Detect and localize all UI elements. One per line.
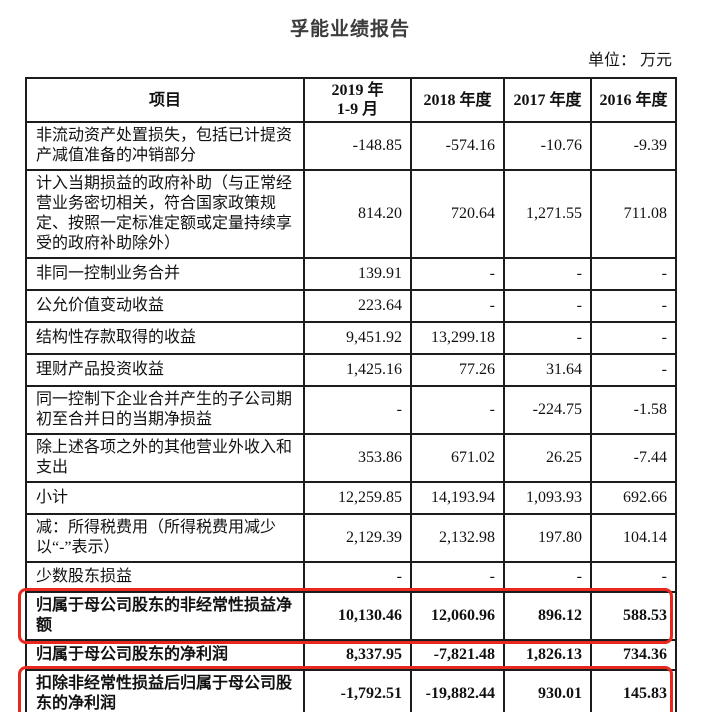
row-value: -9.39 <box>590 121 677 172</box>
row-value: 1,425.16 <box>303 353 412 388</box>
row-value: - <box>503 289 592 324</box>
table-row: 小计 12,259.85 14,193.94 1,093.93 692.66 <box>25 481 677 516</box>
row-value: 1,826.13 <box>503 639 592 672</box>
table-row: 归属于母公司股东的非经常性损益净额 10,130.46 12,060.96 896.1… <box>25 591 677 642</box>
row-value: 12,259.85 <box>303 481 412 516</box>
row-value: - <box>503 321 592 356</box>
row-value: -19,882.44 <box>410 669 505 712</box>
column-header-2018: 2018 年度 <box>410 76 505 124</box>
row-value: 13,299.18 <box>410 321 505 356</box>
row-value: 77.26 <box>410 353 505 388</box>
row-value: 10,130.46 <box>303 591 412 642</box>
row-value: 930.01 <box>503 669 592 712</box>
row-label: 非同一控制业务合并 <box>25 257 305 292</box>
row-value: 734.36 <box>590 639 677 672</box>
row-label: 计入当期损益的政府补助（与正常经营业务密切相关，符合国家政策规定、按照一定标准定… <box>25 169 305 260</box>
row-value: - <box>590 561 677 594</box>
row-label: 减：所得税费用（所得税费用减少以“-”表示） <box>25 513 305 564</box>
row-label: 结构性存款取得的收益 <box>25 321 305 356</box>
row-value: - <box>590 321 677 356</box>
row-value: 12,060.96 <box>410 591 505 642</box>
table-row: 结构性存款取得的收益 9,451.92 13,299.18- - <box>25 321 677 356</box>
row-value: - <box>590 289 677 324</box>
row-value: - <box>303 561 412 594</box>
row-label: 归属于母公司股东的净利润 <box>25 639 305 672</box>
row-label: 除上述各项之外的其他营业外收入和支出 <box>25 433 305 484</box>
column-header-item: 项目 <box>25 76 305 124</box>
row-value: -574.16 <box>410 121 505 172</box>
table-row: 少数股东损益 - - - - <box>25 561 677 594</box>
table-row: 除上述各项之外的其他营业外收入和支出 353.86 671.02 26.25 -7.44 <box>25 433 677 484</box>
column-header-2016: 2016 年度 <box>590 76 677 124</box>
row-value: -1,792.51 <box>303 669 412 712</box>
row-value: 1,271.55 <box>503 169 592 260</box>
row-value: - <box>503 257 592 292</box>
row-value: - <box>590 353 677 388</box>
row-value: 671.02 <box>410 433 505 484</box>
row-value: 223.64 <box>303 289 412 324</box>
row-value: - <box>590 257 677 292</box>
row-value: 353.86 <box>303 433 412 484</box>
row-value: 692.66 <box>590 481 677 516</box>
column-header-2019: 2019 年 1-9 月 <box>303 76 412 124</box>
row-value: -7,821.48 <box>410 639 505 672</box>
row-value: - <box>303 385 412 436</box>
row-value: - <box>503 561 592 594</box>
table-row: 同一控制下企业合并产生的子公司期初至合并日的当期净损益 - - -224.75 -1.5… <box>25 385 677 436</box>
unit-note: 单位： 万元 <box>587 52 672 69</box>
table-header: 项目 2019 年 1-9 月 2018 年度 2017 年度 2016 年度 <box>25 76 677 124</box>
row-value: 896.12 <box>503 591 592 642</box>
table-row: 归属于母公司股东的净利润 8,337.95 -7,821.48 1,826.13 734… <box>25 639 677 672</box>
row-value: 197.80 <box>503 513 592 564</box>
row-value: 711.08 <box>590 169 677 260</box>
table-row: 理财产品投资收益 1,425.16 77.26 31.64- <box>25 353 677 388</box>
row-value: 2,129.39 <box>303 513 412 564</box>
table-row: 非同一控制业务合并 139.91- - - <box>25 257 677 292</box>
row-value: 2,132.98 <box>410 513 505 564</box>
row-value: -7.44 <box>590 433 677 484</box>
row-label: 归属于母公司股东的非经常性损益净额 <box>25 591 305 642</box>
header-row: 项目 2019 年 1-9 月 2018 年度 2017 年度 2016 年度 <box>25 76 677 124</box>
page-title: 孚能业绩报告 <box>289 19 410 40</box>
table-row: 非流动资产处置损失，包括已计提资产减值准备的冲销部分 -148.85 -574.16… <box>25 121 677 172</box>
row-value: - <box>410 257 505 292</box>
table-row: 扣除非经常性损益后归属于母公司股东的净利润 -1,792.51 -19,882.44… <box>25 669 677 712</box>
row-label: 小计 <box>25 481 305 516</box>
row-label: 非流动资产处置损失，包括已计提资产减值准备的冲销部分 <box>25 121 305 172</box>
row-value: 104.14 <box>590 513 677 564</box>
row-value: -10.76 <box>503 121 592 172</box>
row-value: 814.20 <box>303 169 412 260</box>
table-row: 计入当期损益的政府补助（与正常经营业务密切相关，符合国家政策规定、按照一定标准定… <box>25 169 677 260</box>
row-label: 公允价值变动收益 <box>25 289 305 324</box>
row-value: 31.64 <box>503 353 592 388</box>
row-label: 同一控制下企业合并产生的子公司期初至合并日的当期净损益 <box>25 385 305 436</box>
row-value: -148.85 <box>303 121 412 172</box>
row-value: 14,193.94 <box>410 481 505 516</box>
financial-table: 项目 2019 年 1-9 月 2018 年度 2017 年度 2016 年度 … <box>25 76 677 712</box>
row-value: 9,451.92 <box>303 321 412 356</box>
row-value: - <box>410 561 505 594</box>
row-label: 理财产品投资收益 <box>25 353 305 388</box>
table-row: 公允价值变动收益 223.64- - - <box>25 289 677 324</box>
row-value: -224.75 <box>503 385 592 436</box>
table-body: 非流动资产处置损失，包括已计提资产减值准备的冲销部分 -148.85 -574.16… <box>25 121 677 712</box>
row-value: 8,337.95 <box>303 639 412 672</box>
table-row: 减：所得税费用（所得税费用减少以“-”表示） 2,129.39 2,132.98 19… <box>25 513 677 564</box>
row-label: 少数股东损益 <box>25 561 305 594</box>
row-value: 145.83 <box>590 669 677 712</box>
row-value: 139.91 <box>303 257 412 292</box>
row-label: 扣除非经常性损益后归属于母公司股东的净利润 <box>25 669 305 712</box>
row-value: 588.53 <box>590 591 677 642</box>
row-value: 1,093.93 <box>503 481 592 516</box>
row-value: - <box>410 385 505 436</box>
column-header-2017: 2017 年度 <box>503 76 592 124</box>
row-value: -1.58 <box>590 385 677 436</box>
row-value: - <box>410 289 505 324</box>
row-value: 720.64 <box>410 169 505 260</box>
row-value: 26.25 <box>503 433 592 484</box>
